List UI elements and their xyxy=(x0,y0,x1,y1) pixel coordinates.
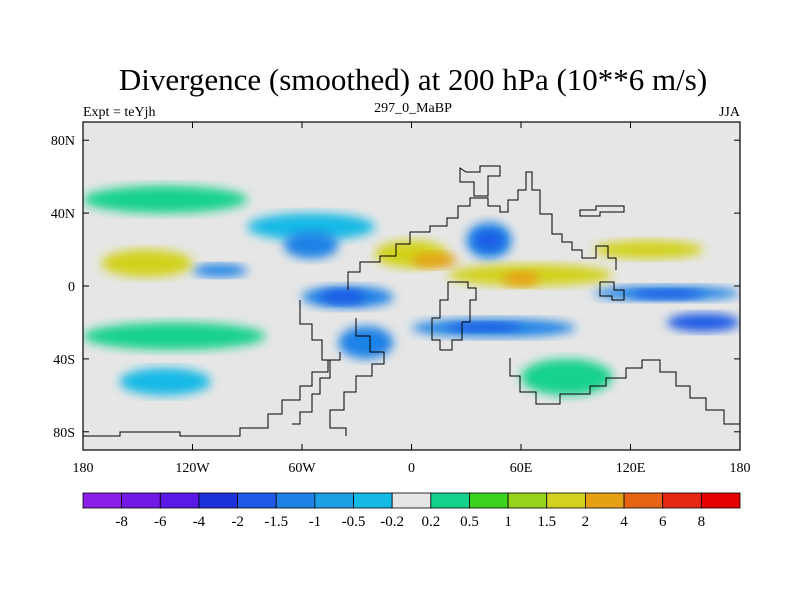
colorbar-label: 1 xyxy=(504,514,512,530)
colorbar-label: 1.5 xyxy=(537,514,556,530)
colorbar-swatch xyxy=(469,492,509,509)
x-tick-label: 60W xyxy=(288,461,316,476)
colorbar-swatch xyxy=(662,492,702,509)
colorbar-swatch xyxy=(121,492,161,509)
subtitle-left: Expt = teYjh xyxy=(83,105,155,120)
field-patch xyxy=(630,289,704,299)
field-patch xyxy=(320,289,366,305)
x-tick-label: 120E xyxy=(616,461,646,476)
field-patch xyxy=(83,322,266,350)
colorbar-label: -0.2 xyxy=(380,514,404,530)
colorbar-swatch xyxy=(237,492,277,509)
colorbar: -8 -6 -4 -2 -1.5 -1 -0.5 -0.2 0.2 0.5 1 1.5 2 4 6 8 xyxy=(82,492,741,530)
colorbar-label: 0.5 xyxy=(460,514,479,530)
colorbar-swatch xyxy=(546,492,586,509)
x-tick-label: 180 xyxy=(730,461,751,476)
field-patch xyxy=(475,231,503,250)
colorbar-swatch xyxy=(82,492,123,509)
colorbar-label: -8 xyxy=(115,514,128,530)
y-tick-label: 40N xyxy=(51,207,75,222)
x-tick-label: 180 xyxy=(73,461,94,476)
colorbar-label: -0.5 xyxy=(342,514,366,530)
colorbar-label: -1 xyxy=(309,514,322,530)
colorbar-swatch xyxy=(623,492,664,509)
colorbar-swatch xyxy=(700,492,741,509)
subtitle-right: JJA xyxy=(719,105,741,120)
field-patch xyxy=(247,213,375,241)
x-tick-label: 120W xyxy=(175,461,210,476)
field-patch xyxy=(119,368,211,396)
x-tick-label: 60E xyxy=(510,461,533,476)
colorbar-label: 0.2 xyxy=(421,514,440,530)
map-axes: 180 120W 60W 0 60E 120E 180 80N 40N 0 40S 80S xyxy=(51,122,751,476)
field-patch xyxy=(667,313,740,332)
field-patch xyxy=(192,264,248,277)
colorbar-swatch xyxy=(275,492,316,509)
coastline-outline xyxy=(83,165,740,437)
colorbar-swatch xyxy=(430,492,470,509)
colorbar-swatch xyxy=(159,492,200,509)
subtitle-center: 297_0_MaBP xyxy=(374,101,452,116)
colorbar-label: -4 xyxy=(193,514,206,530)
plot-background xyxy=(83,122,740,450)
field-patch xyxy=(101,249,193,277)
y-tick-label: 0 xyxy=(68,280,75,295)
field-patch xyxy=(502,271,540,287)
chart-title: Divergence (smoothed) at 200 hPa (10**6 … xyxy=(119,62,707,97)
colorbar-label: 2 xyxy=(582,514,590,530)
colorbar-swatch xyxy=(353,492,393,509)
field-patch xyxy=(411,253,458,268)
field-patch xyxy=(594,240,704,259)
field-patch xyxy=(283,231,339,259)
field-patch xyxy=(338,326,394,359)
colorbar-swatch xyxy=(314,492,354,509)
colorbar-label: 6 xyxy=(659,514,667,530)
colorbar-swatch xyxy=(585,492,625,509)
colorbar-label: -2 xyxy=(231,514,244,530)
field-patch xyxy=(83,185,248,214)
y-tick-label: 80N xyxy=(51,134,75,149)
colorbar-swatch xyxy=(507,492,548,509)
field-patch xyxy=(521,358,613,396)
field-patch xyxy=(448,322,521,332)
colorbar-label: -1.5 xyxy=(264,514,288,530)
y-tick-label: 80S xyxy=(53,426,75,441)
colorbar-swatch xyxy=(391,492,432,509)
colorbar-label: 4 xyxy=(620,514,628,530)
y-tick-label: 40S xyxy=(53,353,75,368)
colorbar-label: -6 xyxy=(154,514,167,530)
colorbar-label: 8 xyxy=(698,514,706,530)
colorbar-swatch xyxy=(198,492,238,509)
divergence-field xyxy=(83,185,740,396)
x-tick-label: 0 xyxy=(408,461,415,476)
